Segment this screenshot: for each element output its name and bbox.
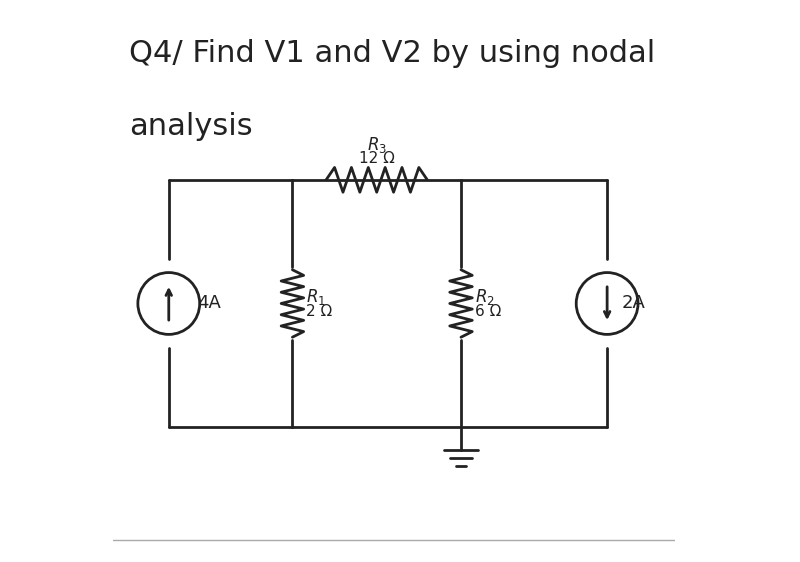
Text: $R_1$: $R_1$: [306, 287, 326, 307]
Text: Q4/ Find V1 and V2 by using nodal: Q4/ Find V1 and V2 by using nodal: [130, 39, 656, 69]
Text: $R_3$: $R_3$: [366, 134, 386, 155]
Text: 6 Ω: 6 Ω: [475, 304, 502, 319]
Text: analysis: analysis: [130, 112, 253, 142]
Text: $R_2$: $R_2$: [475, 287, 495, 307]
Text: 2A: 2A: [621, 294, 645, 312]
Text: 12 Ω: 12 Ω: [358, 151, 394, 166]
Text: 4A: 4A: [197, 294, 221, 312]
Text: 2 Ω: 2 Ω: [306, 304, 333, 319]
